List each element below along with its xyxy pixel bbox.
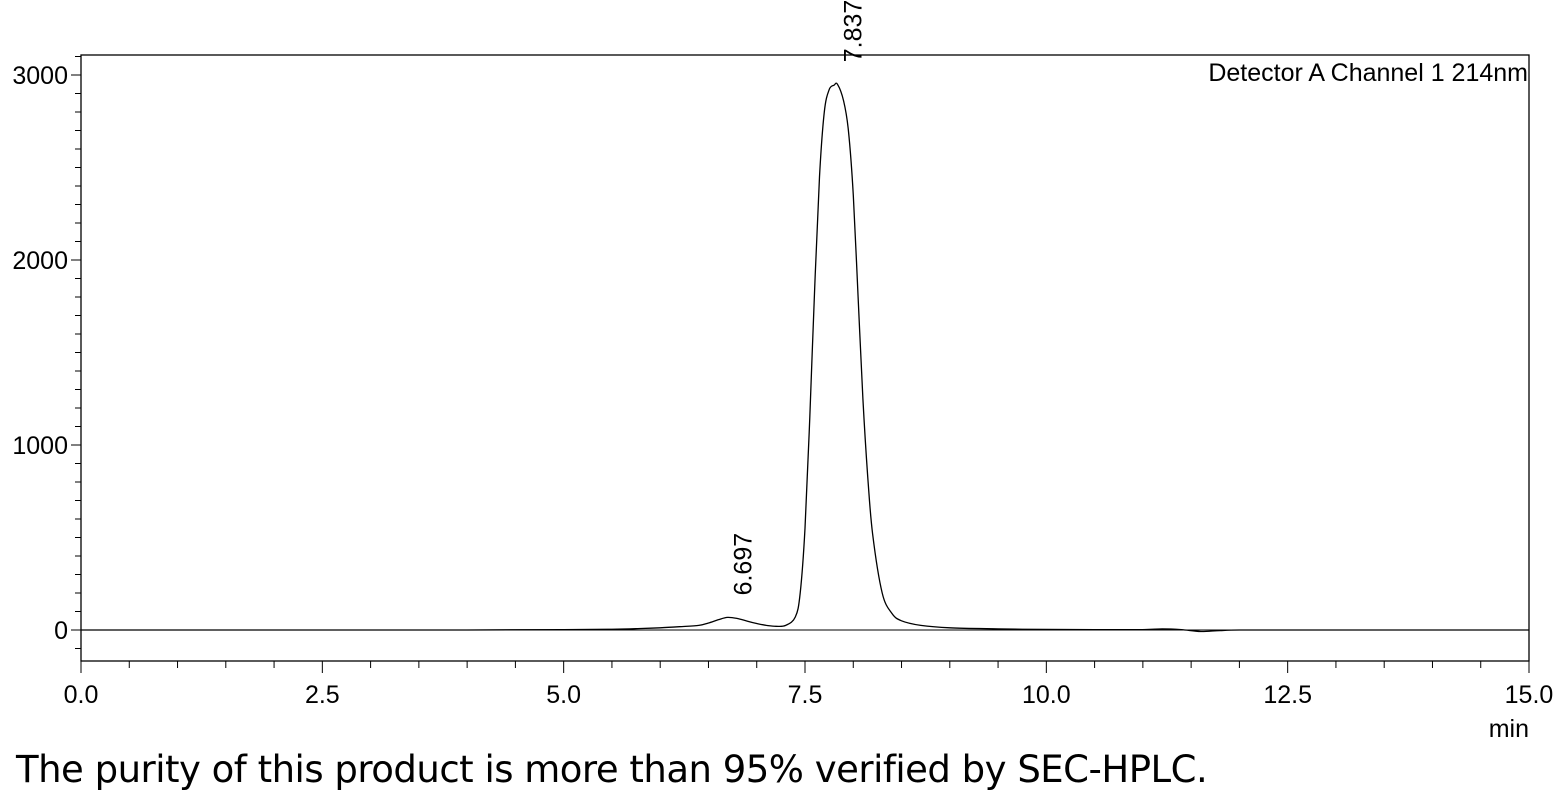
- y-axis: 0 1000 2000 3000: [12, 56, 81, 649]
- x-axis: 0.0 2.5 5.0 7.5 10.0 12.5 15.0: [64, 661, 1554, 709]
- x-axis-unit-label: min: [1489, 715, 1529, 743]
- x-tick-label: 0.0: [64, 681, 99, 709]
- y-tick-label: 1000: [12, 432, 68, 460]
- y-tick-label: 2000: [12, 247, 68, 275]
- peak-label: 6.697: [729, 533, 757, 596]
- purity-caption: The purity of this product is more than …: [16, 748, 1208, 791]
- peak-label: 7.837: [840, 0, 868, 62]
- series-trace: [81, 82, 1529, 633]
- x-tick-label: 7.5: [788, 681, 823, 709]
- y-tick-label: 3000: [12, 62, 68, 90]
- x-tick-label: 12.5: [1263, 681, 1312, 709]
- y-tick-label: 0: [54, 617, 68, 645]
- peak-labels: 6.697 7.837: [729, 0, 867, 595]
- x-tick-label: 15.0: [1505, 681, 1554, 709]
- legend-label: Detector A Channel 1 214nm: [1208, 59, 1528, 87]
- x-tick-label: 5.0: [546, 681, 581, 709]
- x-tick-label: 10.0: [1022, 681, 1071, 709]
- x-tick-label: 2.5: [305, 681, 340, 709]
- plot-frame: [80, 54, 1530, 662]
